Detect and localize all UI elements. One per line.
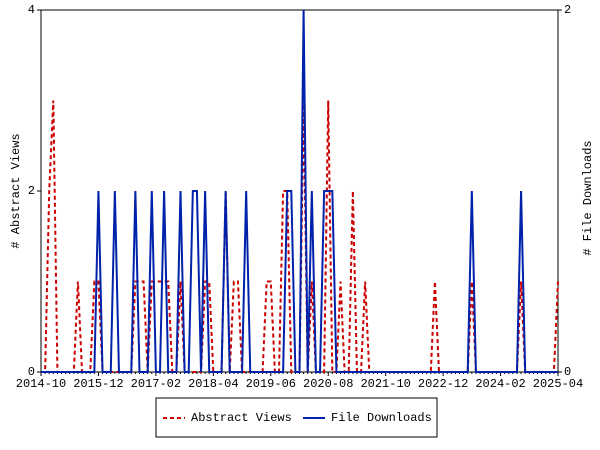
x-tick-label: 2018-04: [188, 377, 238, 391]
y-tick-label: 0: [28, 365, 35, 379]
x-tick-label: 2024-02: [475, 377, 525, 391]
y2-tick-label: 0: [564, 365, 571, 379]
x-tick-label: 2021-10: [360, 377, 410, 391]
x-tick-label: 2020-08: [303, 377, 353, 391]
x-tick-label: 2015-12: [73, 377, 123, 391]
x-tick-label: 2014-10: [16, 377, 66, 391]
y-tick-label: 4: [28, 3, 35, 17]
y-tick-label: 2: [28, 184, 35, 198]
x-tick-label: 2019-06: [246, 377, 296, 391]
legend-label: Abstract Views: [191, 411, 292, 425]
legend-box: [155, 397, 438, 438]
y2-axis-label: # File Downloads: [581, 140, 595, 255]
y-axis-label: # Abstract Views: [9, 133, 23, 248]
x-tick-label: 2017-02: [131, 377, 181, 391]
x-tick-label: 2025-04: [533, 377, 583, 391]
legend-label: File Downloads: [331, 411, 432, 425]
x-tick-label: 2022-12: [418, 377, 468, 391]
y2-tick-label: 2: [564, 3, 571, 17]
series-line: [41, 9, 558, 373]
